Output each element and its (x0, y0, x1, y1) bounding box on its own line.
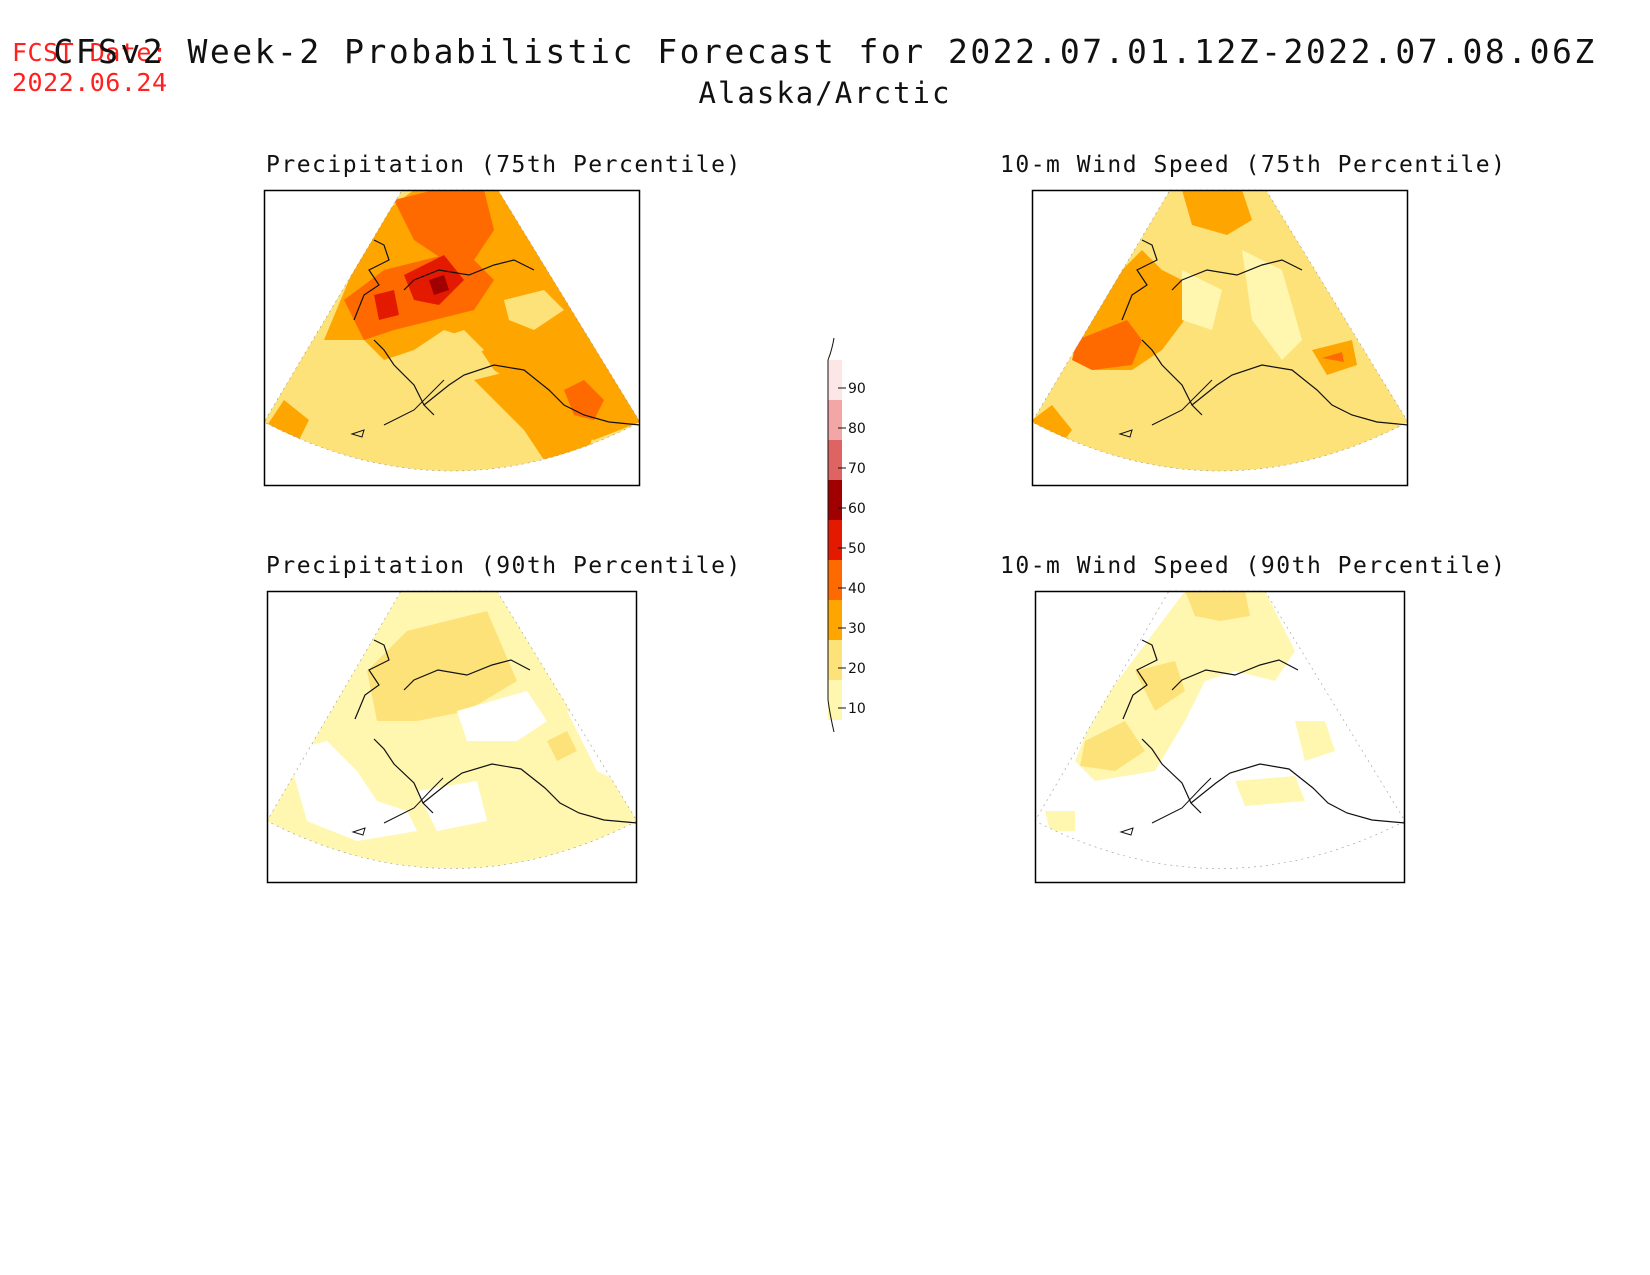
page-title: CFSv2 Week-2 Probabilistic Forecast for … (53, 32, 1597, 71)
colorbar-swatch (828, 440, 842, 480)
panel-title-wind-75: 10-m Wind Speed (75th Percentile) (1000, 152, 1507, 178)
map-wind-75 (1031, 189, 1409, 487)
colorbar-swatch (828, 400, 842, 440)
colorbar-swatch (828, 560, 842, 600)
colorbar-tick-label: 80 (848, 421, 866, 437)
colorbar-swatch (828, 600, 842, 640)
colorbar-tick-label: 90 (848, 381, 866, 397)
colorbar-tick-label: 50 (848, 541, 866, 557)
colorbar-tick-label: 60 (848, 501, 866, 517)
map-precip-75 (263, 189, 641, 487)
colorbar-swatch (828, 640, 842, 680)
map-precip-90 (266, 590, 638, 884)
colorbar-tick-label: 40 (848, 581, 866, 597)
fcst-date-label: FCST Date: (12, 38, 168, 67)
colorbar: 90 80 70 60 50 40 30 20 10 (827, 337, 866, 733)
panel-title-precip-75: Precipitation (75th Percentile) (266, 152, 742, 178)
colorbar-swatch (828, 360, 842, 400)
panel-title-precip-90: Precipitation (90th Percentile) (266, 553, 742, 579)
colorbar-swatch (828, 480, 842, 520)
fcst-date-value: 2022.06.24 (12, 68, 168, 97)
colorbar-tick-label: 10 (848, 701, 866, 717)
map-wind-90 (1034, 590, 1406, 884)
colorbar-tick-label: 30 (848, 621, 866, 637)
colorbar-tick-label: 20 (848, 661, 866, 677)
colorbar-tick-label: 70 (848, 461, 866, 477)
colorbar-swatch (828, 680, 842, 720)
region-subtitle: Alaska/Arctic (698, 76, 952, 110)
colorbar-swatch (828, 520, 842, 560)
panel-title-wind-90: 10-m Wind Speed (90th Percentile) (1000, 553, 1507, 579)
